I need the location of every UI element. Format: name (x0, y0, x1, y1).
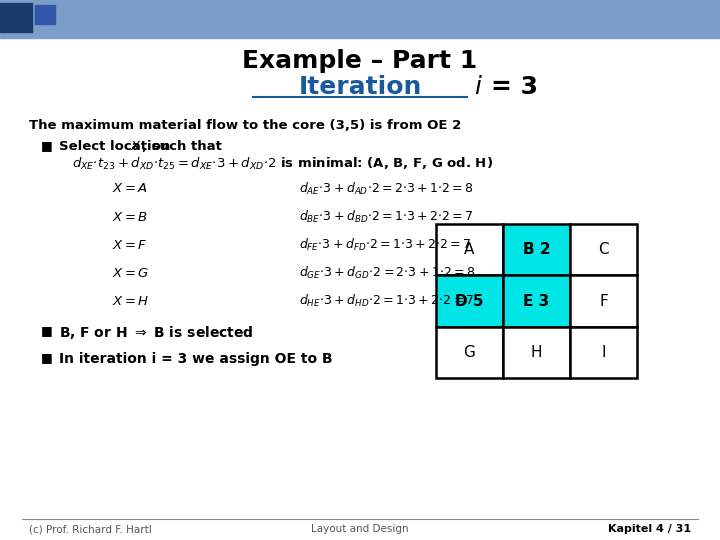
Text: In iteration i = 3 we assign OE to B: In iteration i = 3 we assign OE to B (59, 352, 333, 366)
Text: Iteration: Iteration (298, 76, 422, 99)
Text: $\blacksquare$: $\blacksquare$ (40, 140, 53, 154)
Bar (0, 0, 720, 38)
Text: Select location: Select location (59, 140, 175, 153)
Text: $\it{i}$: $\it{i}$ (474, 76, 482, 99)
Text: B, F or H $\Rightarrow$ B is selected: B, F or H $\Rightarrow$ B is selected (59, 323, 253, 341)
Text: F: F (599, 294, 608, 308)
Text: B 2: B 2 (523, 242, 550, 257)
Text: I: I (601, 345, 606, 360)
Text: Layout and Design: Layout and Design (311, 524, 409, 534)
Text: $d_{GE}{\cdot}3 + d_{GD}{\cdot}2 = 2{\cdot}3 + 1{\cdot}2 = 8$: $d_{GE}{\cdot}3 + d_{GD}{\cdot}2 = 2{\cd… (299, 265, 475, 281)
Text: G: G (463, 345, 475, 360)
Bar (0, 3, 32, 32)
Bar (570, 327, 637, 378)
Text: H: H (531, 345, 542, 360)
Text: $X = F$: $X = F$ (112, 239, 148, 252)
Text: $X = B$: $X = B$ (112, 211, 148, 224)
Text: C: C (598, 242, 609, 257)
Bar (570, 275, 637, 327)
Text: $\it{X}$: $\it{X}$ (130, 140, 142, 153)
Bar (503, 327, 570, 378)
Text: A: A (464, 242, 474, 257)
Text: $X = G$: $X = G$ (112, 267, 149, 280)
Bar (503, 224, 570, 275)
Bar (436, 224, 503, 275)
Text: $X = H$: $X = H$ (112, 295, 149, 308)
Text: $d_{AE}{\cdot}3 + d_{AD}{\cdot}2 = 2{\cdot}3 + 1{\cdot}2 = 8$: $d_{AE}{\cdot}3 + d_{AD}{\cdot}2 = 2{\cd… (299, 181, 474, 197)
Text: $d_{BE}{\cdot}3 + d_{BD}{\cdot}2 = 1{\cdot}3 + 2{\cdot}2 = 7$: $d_{BE}{\cdot}3 + d_{BD}{\cdot}2 = 1{\cd… (299, 209, 474, 225)
Text: E 3: E 3 (523, 294, 549, 308)
Text: $d_{XE}{\cdot}t_{23} + d_{XD}{\cdot}t_{25} = d_{XE}{\cdot}3 + d_{XD}{\cdot}2$ is: $d_{XE}{\cdot}t_{23} + d_{XD}{\cdot}t_{2… (72, 156, 493, 172)
Text: Example – Part 1: Example – Part 1 (243, 49, 477, 73)
Text: D 5: D 5 (455, 294, 483, 308)
Text: Kapitel 4 / 31: Kapitel 4 / 31 (608, 524, 691, 534)
Text: = 3: = 3 (491, 76, 538, 99)
Bar (436, 327, 503, 378)
Text: The maximum material flow to the core (3,5) is from OE 2: The maximum material flow to the core (3… (29, 119, 461, 132)
Text: $X = A$: $X = A$ (112, 183, 148, 195)
Bar (503, 275, 570, 327)
Text: $d_{HE}{\cdot}3 + d_{HD}{\cdot}2 = 1{\cdot}3 + 2{\cdot}2 = 7$: $d_{HE}{\cdot}3 + d_{HD}{\cdot}2 = 1{\cd… (299, 293, 474, 309)
Text: $\blacksquare$: $\blacksquare$ (40, 325, 53, 339)
Bar (570, 224, 637, 275)
Text: (c) Prof. Richard F. Hartl: (c) Prof. Richard F. Hartl (29, 524, 151, 534)
Text: , such that: , such that (142, 140, 222, 153)
Bar (436, 275, 503, 327)
Text: $\blacksquare$: $\blacksquare$ (40, 352, 53, 366)
Bar (35, 5, 55, 24)
Text: $d_{FE}{\cdot}3 + d_{FD}{\cdot}2 = 1{\cdot}3 + 2{\cdot}2 = 7$: $d_{FE}{\cdot}3 + d_{FD}{\cdot}2 = 1{\cd… (299, 237, 472, 253)
